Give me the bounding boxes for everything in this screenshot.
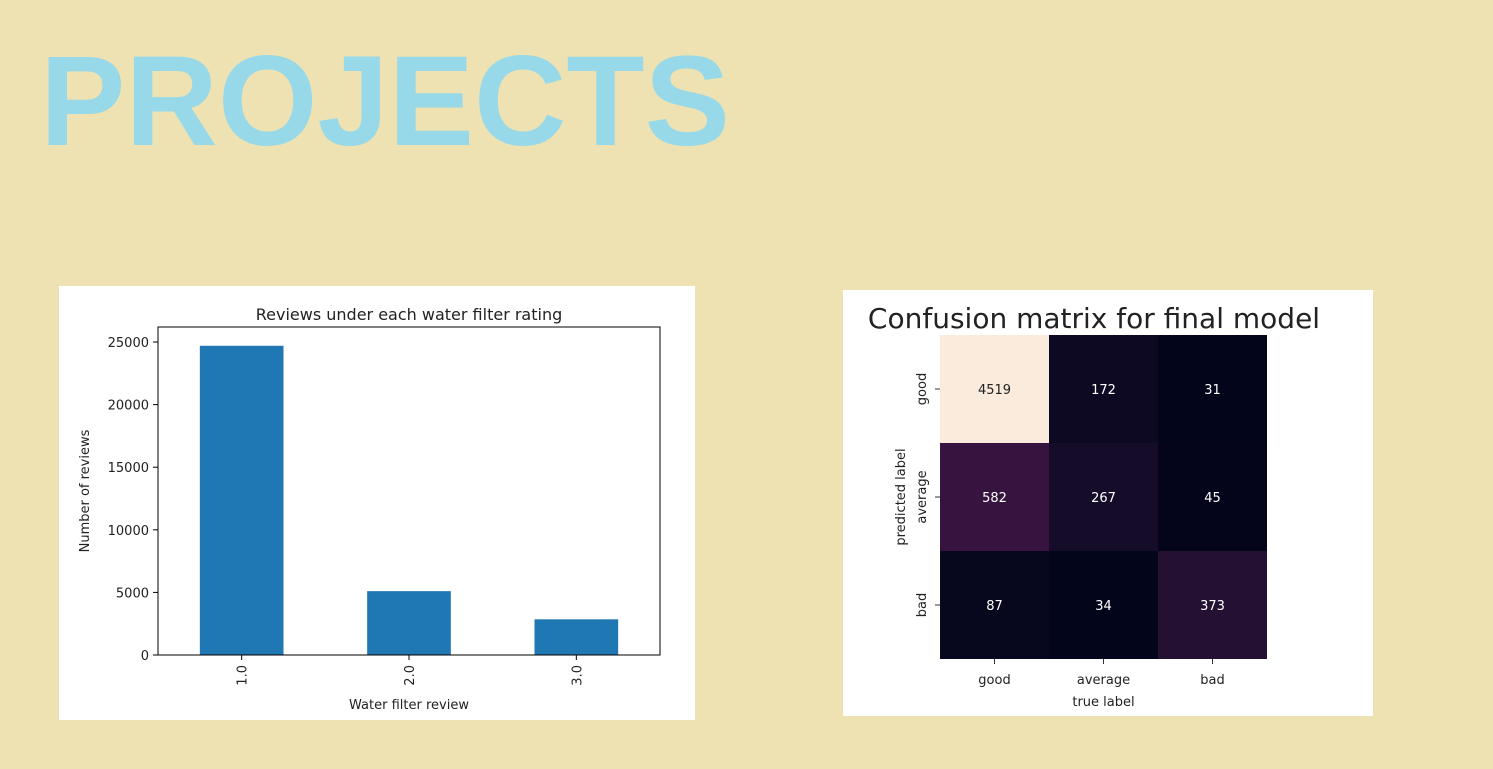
cell-value-label: 45 [1204,491,1221,506]
bar-3.0 [534,619,619,655]
cell-value-label: 31 [1204,383,1221,398]
x-tick-label: bad [1200,673,1224,688]
y-tick-label: 10000 [108,524,149,539]
x-axis-label: true label [1072,695,1134,710]
y-tick-label: good [915,373,930,405]
cell-value-label: 34 [1095,599,1112,614]
page-title: PROJECTS [40,30,730,173]
y-tick-label: 5000 [116,586,149,601]
bar-chart-card: Reviews under each water filter rating 1.… [59,286,695,720]
cell-value-label: 267 [1091,491,1116,506]
bar-chart: Reviews under each water filter rating 1.… [78,305,661,713]
cell-value-label: 582 [982,491,1007,506]
heatmap-cell-good-average [1049,335,1158,443]
y-tick-label: 0 [141,649,149,664]
heatmap-cell-average-good [940,443,1049,551]
y-tick-label: 15000 [108,461,149,476]
heatmap-cell-average-average [1049,443,1158,551]
y-tick-label: average [915,470,930,523]
y-tick-label: bad [915,593,930,617]
heatmap-cell-average-bad [1158,443,1267,551]
y-tick-label: 25000 [108,336,149,351]
x-tick-label: average [1077,673,1130,688]
bar-2.0 [367,591,451,655]
plot-frame [157,326,661,656]
y-axis-label: predicted label [894,448,909,545]
heatmap-cell-bad-bad [1158,551,1267,659]
y-axis-label: Number of reviews [78,429,93,552]
heatmap-cell-good-good [940,335,1049,443]
bar-1.0 [199,345,284,655]
y-tick-label: 20000 [108,399,149,414]
chart-title: Confusion matrix for final model [868,302,1320,335]
x-axis-label: Water filter review [349,698,469,713]
x-tick-label: 2.0 [403,665,418,686]
x-tick-label: 3.0 [570,665,585,686]
heatmap-cell-bad-good [940,551,1049,659]
cell-value-label: 4519 [978,383,1011,398]
heatmap-cell-bad-average [1049,551,1158,659]
x-tick-label: good [978,673,1010,688]
confusion-matrix-chart: Confusion matrix for final model 4519 172 3… [868,302,1320,710]
x-tick-label: 1.0 [236,665,251,686]
cell-value-label: 87 [986,599,1003,614]
chart-title: Reviews under each water filter rating [256,305,563,324]
cell-value-label: 373 [1200,599,1225,614]
heatmap-cell-good-bad [1158,335,1267,443]
confusion-matrix-card: Confusion matrix for final model 4519 172 3… [843,290,1373,716]
cell-value-label: 172 [1091,383,1116,398]
